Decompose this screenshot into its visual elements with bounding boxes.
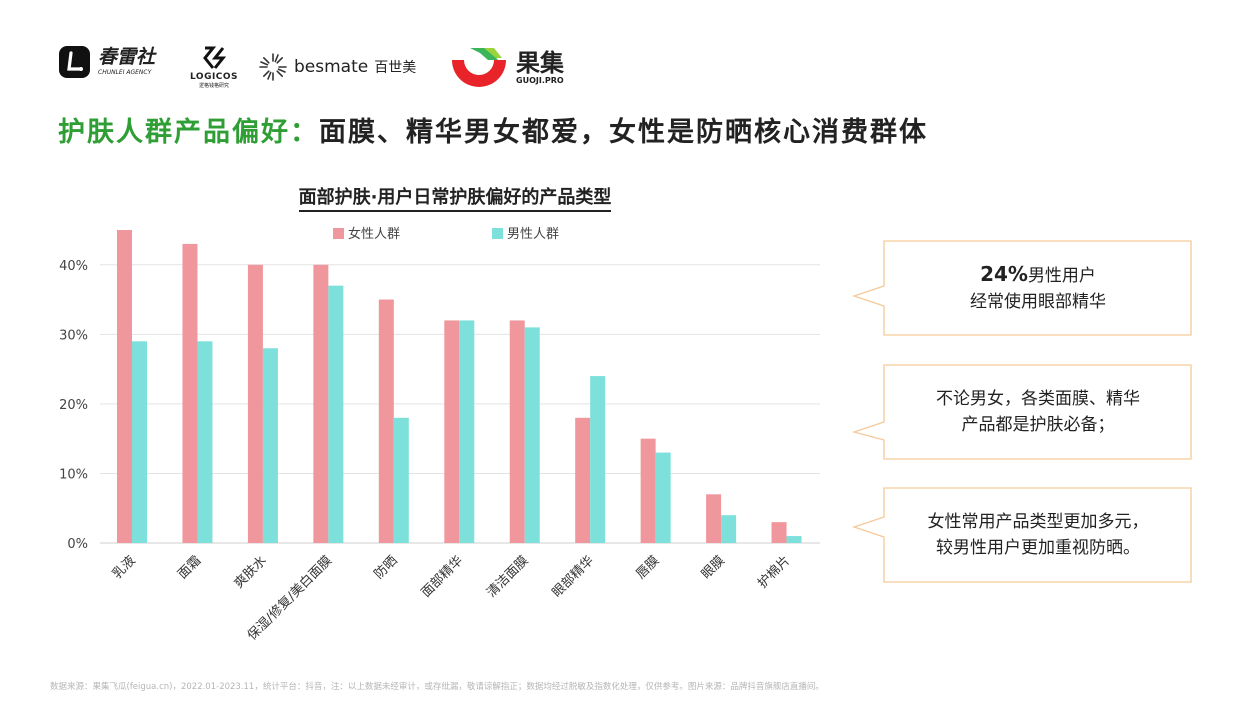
legend-label: 男性人群 (507, 227, 559, 242)
callout-1-bold: 24% (980, 262, 1028, 286)
callout-border (852, 487, 1192, 583)
page-headline: 护肤人群产品偏好：面膜、精华男女都爱，女性是防晒核心消费群体 (58, 110, 928, 149)
logo-bar: 春雷社 CHUNLEI AGENCY LOGICOS 逻格钱格研究 besmat… (58, 44, 618, 94)
bar-male (328, 285, 344, 543)
bar-female (378, 299, 394, 543)
besmate-logo-icon (259, 53, 287, 81)
bar-female (771, 522, 787, 543)
chunlei-logo: 春雷社 CHUNLEI AGENCY (58, 44, 155, 80)
x-tick-label: 眼膜 (699, 553, 728, 582)
besmate-name: besmate (294, 57, 369, 77)
data-source-footnote: 数据来源：果集飞瓜(feigua.cn)，2022.01-2023.11，统计平… (50, 682, 824, 692)
bar-female (117, 230, 132, 543)
callout-3-line2: 较男性用户更加重视防晒。 (936, 538, 1140, 558)
y-tick-label: 0% (67, 537, 88, 552)
callout-box-2: 不论男女，各类面膜、精华 产品都是护肤必备； (852, 364, 1192, 460)
chunlei-sub: CHUNLEI AGENCY (98, 69, 152, 76)
bar-female (575, 417, 591, 543)
callout-1-line2: 经常使用眼部精华 (970, 292, 1106, 312)
chart-title: 面部护肤·用户日常护肤偏好的产品类型 (0, 183, 910, 212)
bar-male (393, 417, 409, 543)
x-tick-label: 爽肤水 (232, 553, 270, 591)
x-tick-label: 面部精华 (419, 553, 466, 600)
callout-2-line1: 不论男女，各类面膜、精华 (936, 389, 1140, 409)
x-tick-label: 防晒 (371, 553, 401, 583)
bar-male (132, 341, 147, 543)
callout-box-3: 女性常用产品类型更加多元， 较男性用户更加重视防晒。 (852, 487, 1192, 583)
besmate-logo: besmate 百世美 (258, 52, 416, 82)
logicos-sub: 逻格钱格研究 (199, 83, 230, 89)
bar-female (640, 438, 656, 543)
bar-male (524, 327, 540, 543)
x-tick-label: 护棉片 (755, 553, 793, 591)
chunlei-logo-icon (59, 46, 90, 78)
legend-swatch-male (492, 228, 503, 239)
bar-male (262, 348, 278, 543)
logicos-logo-icon (203, 46, 227, 69)
callout-2-line2: 产品都是护肤必备； (961, 415, 1115, 435)
x-tick-label: 眼部精华 (550, 553, 597, 600)
callout-1-line1: 男性用户 (1027, 266, 1096, 286)
guoji-logo: 果集 GUOJI.PRO (448, 46, 564, 90)
logicos-name: LOGICOS (190, 72, 239, 82)
x-tick-label: 乳液 (110, 553, 139, 582)
callout-bubble (852, 240, 1192, 336)
guoji-logo-icon (452, 48, 506, 87)
chart-title-text: 面部护肤·用户日常护肤偏好的产品类型 (298, 187, 612, 212)
bar-male (197, 341, 213, 543)
bar-male (655, 452, 671, 543)
callout-border (852, 364, 1192, 460)
guoji-name: 果集 (516, 49, 564, 77)
callout-bubble (852, 364, 1192, 460)
bar-male (459, 320, 475, 543)
bar-female (444, 320, 460, 543)
headline-rest: 面膜、精华男女都爱，女性是防晒核心消费群体 (319, 117, 928, 148)
besmate-cn: 百世美 (374, 60, 417, 76)
x-tick-label: 面霜 (175, 553, 204, 582)
bar-female (313, 264, 329, 543)
callout-box-1: 24%男性用户 经常使用眼部精华 (852, 240, 1192, 336)
headline-highlight: 护肤人群产品偏好： (58, 117, 319, 148)
callout-3-line1: 女性常用产品类型更加多元， (927, 512, 1149, 532)
logicos-logo: LOGICOS 逻格钱格研究 (190, 44, 238, 89)
bar-female (182, 243, 198, 543)
bar-female (509, 320, 525, 543)
legend-label: 女性人群 (348, 226, 400, 242)
bar-female (247, 264, 263, 543)
bar-male (786, 536, 802, 543)
x-tick-label: 唇膜 (633, 553, 662, 582)
bar-female (706, 494, 722, 543)
callout-bubble (852, 487, 1192, 583)
legend-swatch-female (333, 228, 344, 239)
bar-male (721, 515, 737, 543)
x-tick-label: 清洁面膜 (484, 553, 531, 600)
y-tick-label: 10% (59, 467, 88, 482)
y-tick-label: 40% (59, 259, 88, 274)
y-tick-label: 20% (59, 398, 88, 413)
y-tick-label: 30% (59, 328, 88, 343)
bar-male (590, 376, 606, 543)
chunlei-name: 春雷社 (98, 46, 156, 68)
callout-border (852, 240, 1192, 336)
guoji-sub: GUOJI.PRO (516, 76, 564, 85)
